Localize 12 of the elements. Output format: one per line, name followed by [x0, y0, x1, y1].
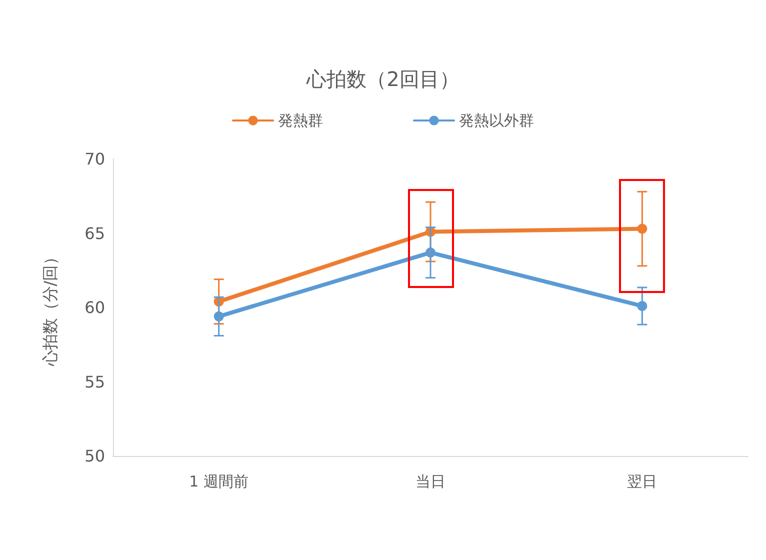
- chart-title: 心拍数（2回目）: [306, 67, 460, 91]
- y-tick-label: 60: [84, 298, 105, 317]
- y-axis-title: 心拍数（分/回）: [40, 248, 60, 368]
- y-tick-label: 70: [84, 150, 105, 168]
- y-tick-label: 50: [84, 446, 105, 466]
- y-tick-label: 65: [84, 224, 105, 243]
- legend-label: 発熱群: [278, 112, 323, 130]
- x-tick-label: 当日: [416, 472, 446, 490]
- y-tick-label: 55: [84, 372, 105, 392]
- x-tick-label: 1 週間前: [189, 472, 248, 490]
- x-tick-label: 翌日: [627, 472, 658, 490]
- legend-label: 発熱以外群: [459, 112, 534, 130]
